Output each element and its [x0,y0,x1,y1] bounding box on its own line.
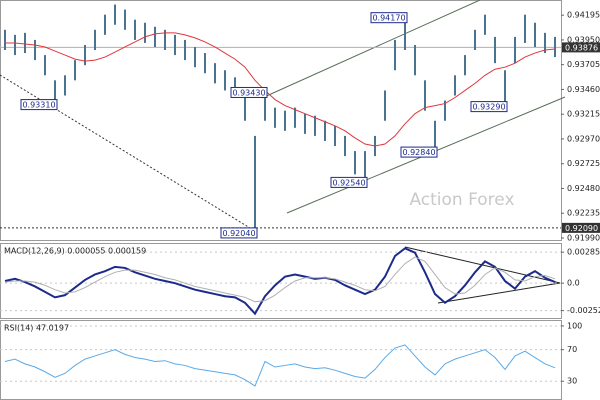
y-tick-label: 0.93705 [567,60,600,69]
y-tick-label: 0.93215 [567,110,600,119]
annotation-box [230,86,268,98]
macd-panel [0,243,562,319]
annotation-label: 0.92840 [402,148,435,157]
moving-average [5,32,556,147]
y-tick-label: 0.92235 [567,209,600,218]
last-price-label: 0.93876 [565,43,598,52]
annotation-box [220,227,258,239]
triangle-line [437,282,561,304]
annotation-label: 0.93430 [232,88,265,97]
level-price-box [562,222,600,233]
y-tick-label: 0.92970 [567,134,600,143]
y-tick-label: 0.91990 [567,233,600,242]
annotation-box [400,146,438,158]
y-tick-label: 0.0 [567,279,580,288]
annotation-box [20,99,58,111]
annotation-label: 0.94170 [372,14,405,23]
y-tick-label: 100 [567,321,582,330]
annotation-label: 0.93310 [22,101,55,110]
panel-title: RSI(14) 47.0197 [4,324,69,333]
annotation-label: 0.93290 [472,103,505,112]
y-tick-label: 0.93950 [567,35,600,44]
last-price-box [562,42,600,53]
y-tick-label: 0.93460 [567,85,600,94]
annotation-label: 0.92040 [222,229,255,238]
annotation-label: 0.92540 [332,178,365,187]
plots: 0.94195 0.93950 0.93705 0.93460 0.93215 0.929… [0,4,600,387]
series-line [4,247,556,316]
annotation-box [370,12,408,24]
series-line [4,256,556,303]
series-line [4,344,556,387]
price-panel [0,0,562,241]
y-tick-label: -0.002521 [567,306,600,315]
y-tick-label: 30 [567,377,577,386]
y-tick-label: 70 [567,345,577,354]
annotation-box [330,176,368,188]
channel-line [261,0,481,99]
watermark: Action Forex [409,190,514,210]
y-tick-label: 0.00285 [567,248,600,257]
y-tick-label: 0.92480 [567,184,600,193]
y-tick-label: 0.94195 [567,11,600,20]
y-tick-label: 0.92725 [567,159,600,168]
annotation-box [470,101,508,113]
panel-title: MACD(12,26,9) 0.000055 0.000159 [4,247,146,256]
level-price-label: 0.92090 [565,224,598,233]
